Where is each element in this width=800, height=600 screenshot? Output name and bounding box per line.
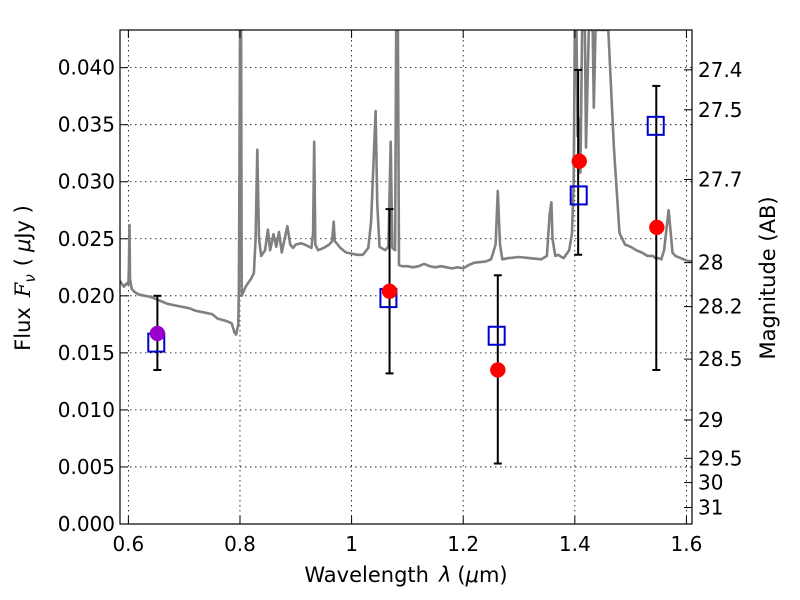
y-axis-label-text: Flux — [11, 307, 35, 351]
y-tick-label: 0.015 — [58, 341, 115, 365]
y2-tick-label: 29 — [698, 408, 723, 432]
spectrum-line — [120, 30, 692, 336]
y-tick-label: 0.010 — [58, 398, 115, 422]
y-tick-label: 0.005 — [58, 455, 115, 479]
y-axis-label: Flux Fν ( μJy ) — [11, 205, 39, 351]
x-tick-label: 1.6 — [671, 532, 703, 556]
x-tick-label: 1.2 — [447, 532, 479, 556]
x-axis-label-symbol: λ — [438, 563, 451, 587]
flux-point — [649, 219, 665, 236]
y2-tick-label: 30 — [698, 471, 723, 495]
x-axis-unit-open: ( — [457, 563, 465, 587]
y-tick-label: 0.020 — [58, 284, 115, 308]
y2-axis-label: Magnitude (AB) — [756, 196, 780, 359]
x-tick-label: 1 — [345, 532, 358, 556]
y-axis-unit-rest: Jy ) — [11, 205, 35, 241]
flux-point — [490, 362, 506, 378]
plot-background — [120, 30, 692, 524]
y2-tick-label: 29.5 — [698, 446, 743, 470]
y-axis-label-symbol-nu: ν — [21, 274, 39, 282]
model-photometry-square — [646, 115, 665, 136]
flux-point — [571, 153, 588, 169]
y2-tick-label: 27.5 — [698, 98, 743, 122]
marker-layer — [147, 115, 665, 378]
y2-tick-label: 27.4 — [698, 58, 743, 82]
y-axis-unit-open: ( — [11, 258, 35, 266]
x-axis-label: Wavelength λ (μm) — [304, 563, 507, 587]
x-tick-label: 0.8 — [224, 532, 256, 556]
axes-frame — [119, 29, 693, 525]
model-photometry-square — [569, 185, 588, 206]
y2-tick-label: 27.7 — [698, 167, 743, 191]
y-axis-unit-mu: μ — [11, 239, 35, 253]
x-tick-label: 1.4 — [559, 532, 591, 556]
axes-border — [119, 29, 693, 525]
tick-labels: 0.6 0.8 1 1.2 1.4 1.6 0.000 0.005 0.010 0.015 0.02… — [58, 56, 743, 556]
y-tick-label: 0.030 — [58, 170, 115, 194]
x-tick-label: 0.6 — [112, 532, 144, 556]
grid — [120, 30, 692, 525]
y-tick-label: 0.035 — [58, 113, 115, 137]
y2-tick-label: 28.2 — [698, 295, 743, 319]
x-axis-label-text: Wavelength — [304, 563, 429, 587]
spectrum-layer — [120, 30, 692, 336]
model-photometry-square — [487, 325, 506, 346]
flux-point — [149, 325, 166, 342]
y-axis-label-symbol-f: F — [11, 281, 35, 298]
y-tick-label: 0.000 — [58, 512, 115, 536]
y-tick-label: 0.025 — [58, 227, 115, 251]
flux-point — [381, 283, 398, 300]
y2-tick-label: 28 — [698, 251, 723, 275]
x-axis-unit-rest: m) — [479, 563, 508, 587]
plot-area — [120, 30, 692, 524]
x-axis-unit-mu: μ — [465, 563, 479, 587]
y2-tick-label: 31 — [698, 496, 723, 520]
y2-tick-label: 28.5 — [698, 347, 743, 371]
y-tick-label: 0.040 — [58, 56, 115, 80]
